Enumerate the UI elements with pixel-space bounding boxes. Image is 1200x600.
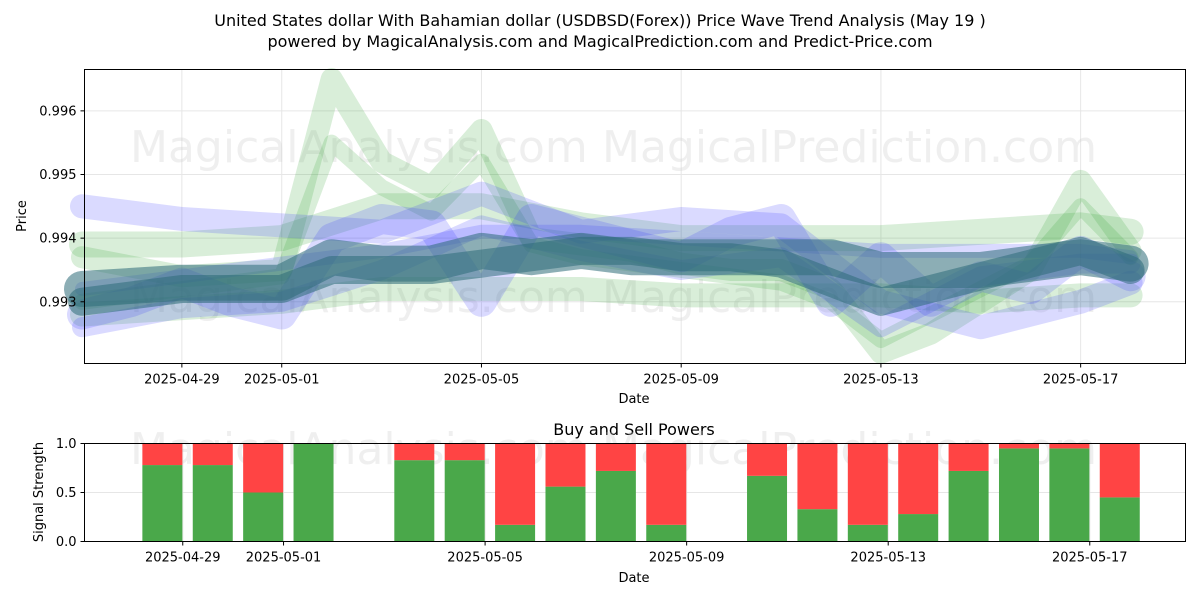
- price-series: [64, 68, 1149, 364]
- sell-bar: [948, 443, 989, 471]
- price-xtick-label: 2025-05-09: [643, 373, 719, 388]
- sell-bar: [444, 443, 485, 461]
- chart-subtitle: powered by MagicalAnalysis.com and Magic…: [267, 32, 932, 51]
- signal-yaxis-label: Signal Strength: [32, 442, 47, 542]
- buy-bar: [898, 514, 939, 542]
- sell-bar: [545, 443, 586, 487]
- price-ytick-label: 0.994: [39, 232, 76, 247]
- signal-xtick-label: 2025-05-13: [850, 551, 926, 566]
- buy-bar: [444, 460, 485, 542]
- watermark-prediction-top: MagicalPrediction.com: [602, 122, 1097, 173]
- price-ytick-label: 0.996: [39, 104, 76, 119]
- price-series-teal-9: [68, 236, 1145, 316]
- buy-bar: [595, 470, 636, 542]
- buy-bar: [797, 509, 838, 542]
- price-chart: MagicalAnalysis.com MagicalPrediction.co…: [15, 68, 1186, 407]
- signal-xtick-label: 2025-05-09: [649, 551, 725, 566]
- price-plot-frame: [84, 69, 1186, 364]
- signal-ytick-label: 0.5: [56, 486, 77, 501]
- signal-ticks: 2025-04-29 2025-05-01 2025-05-05 2025-05-09…: [56, 437, 1128, 566]
- buy-bar: [243, 492, 284, 542]
- signal-xtick-label: 2025-05-17: [1052, 551, 1128, 566]
- price-series-green-2: [69, 193, 1144, 258]
- signal-xaxis-label: Date: [618, 571, 649, 586]
- signal-ytick-label: 0.0: [56, 535, 77, 550]
- price-xtick-label: 2025-05-13: [843, 373, 919, 388]
- price-xtick-label: 2025-04-29: [144, 373, 220, 388]
- sell-bar: [646, 443, 687, 525]
- sell-bar: [847, 443, 888, 525]
- buy-bar: [192, 465, 233, 542]
- sell-bar: [595, 443, 636, 471]
- buy-bar: [646, 524, 687, 542]
- sell-bar: [797, 443, 838, 510]
- sell-bar: [192, 443, 233, 466]
- sell-bar: [1099, 443, 1140, 498]
- price-xtick-label: 2025-05-05: [444, 373, 520, 388]
- price-yaxis-label: Price: [15, 200, 30, 232]
- signal-chart-title: Buy and Sell Powers: [553, 420, 715, 439]
- sell-bar: [747, 443, 788, 476]
- buy-bar: [847, 524, 888, 542]
- signal-ytick-label: 1.0: [56, 437, 77, 452]
- price-ytick-label: 0.993: [39, 295, 76, 310]
- price-grid: [84, 69, 1186, 364]
- sell-bar: [1049, 443, 1090, 449]
- price-ytick-label: 0.995: [39, 168, 76, 183]
- sell-bar: [243, 443, 284, 493]
- buy-bar: [948, 470, 989, 542]
- sell-bar: [998, 443, 1039, 449]
- buy-bar: [495, 524, 536, 542]
- price-series-blue-5: [70, 181, 1143, 340]
- price-plot-area: [84, 69, 1186, 364]
- signal-bars: [142, 443, 1140, 542]
- watermark-analysis-top: MagicalAnalysis.com: [130, 122, 588, 173]
- chart-title: United States dollar With Bahamian dolla…: [214, 11, 985, 30]
- sell-bar: [495, 443, 536, 525]
- buy-bar: [998, 448, 1039, 542]
- price-xtick-label: 2025-05-17: [1043, 373, 1119, 388]
- buy-bar: [142, 465, 183, 542]
- buy-bar: [1049, 448, 1090, 542]
- price-ticks: 2025-04-29 2025-05-01 2025-05-05 2025-05-09…: [39, 104, 1118, 387]
- buy-bar: [747, 475, 788, 542]
- price-xaxis-label: Date: [618, 392, 649, 407]
- signal-xtick-label: 2025-05-01: [246, 551, 322, 566]
- price-xtick-label: 2025-05-01: [244, 373, 320, 388]
- buy-bar: [394, 460, 435, 542]
- buy-bar: [545, 486, 586, 542]
- signal-xtick-label: 2025-05-05: [447, 551, 523, 566]
- signal-chart: Buy and Sell Powers MagicalAnalysis.com …: [32, 420, 1186, 586]
- signal-xtick-label: 2025-04-29: [145, 551, 221, 566]
- sell-bar: [898, 443, 939, 515]
- sell-bar: [142, 443, 183, 466]
- buy-bar: [293, 443, 334, 542]
- buy-bar: [1099, 497, 1140, 542]
- sell-bar: [394, 443, 435, 461]
